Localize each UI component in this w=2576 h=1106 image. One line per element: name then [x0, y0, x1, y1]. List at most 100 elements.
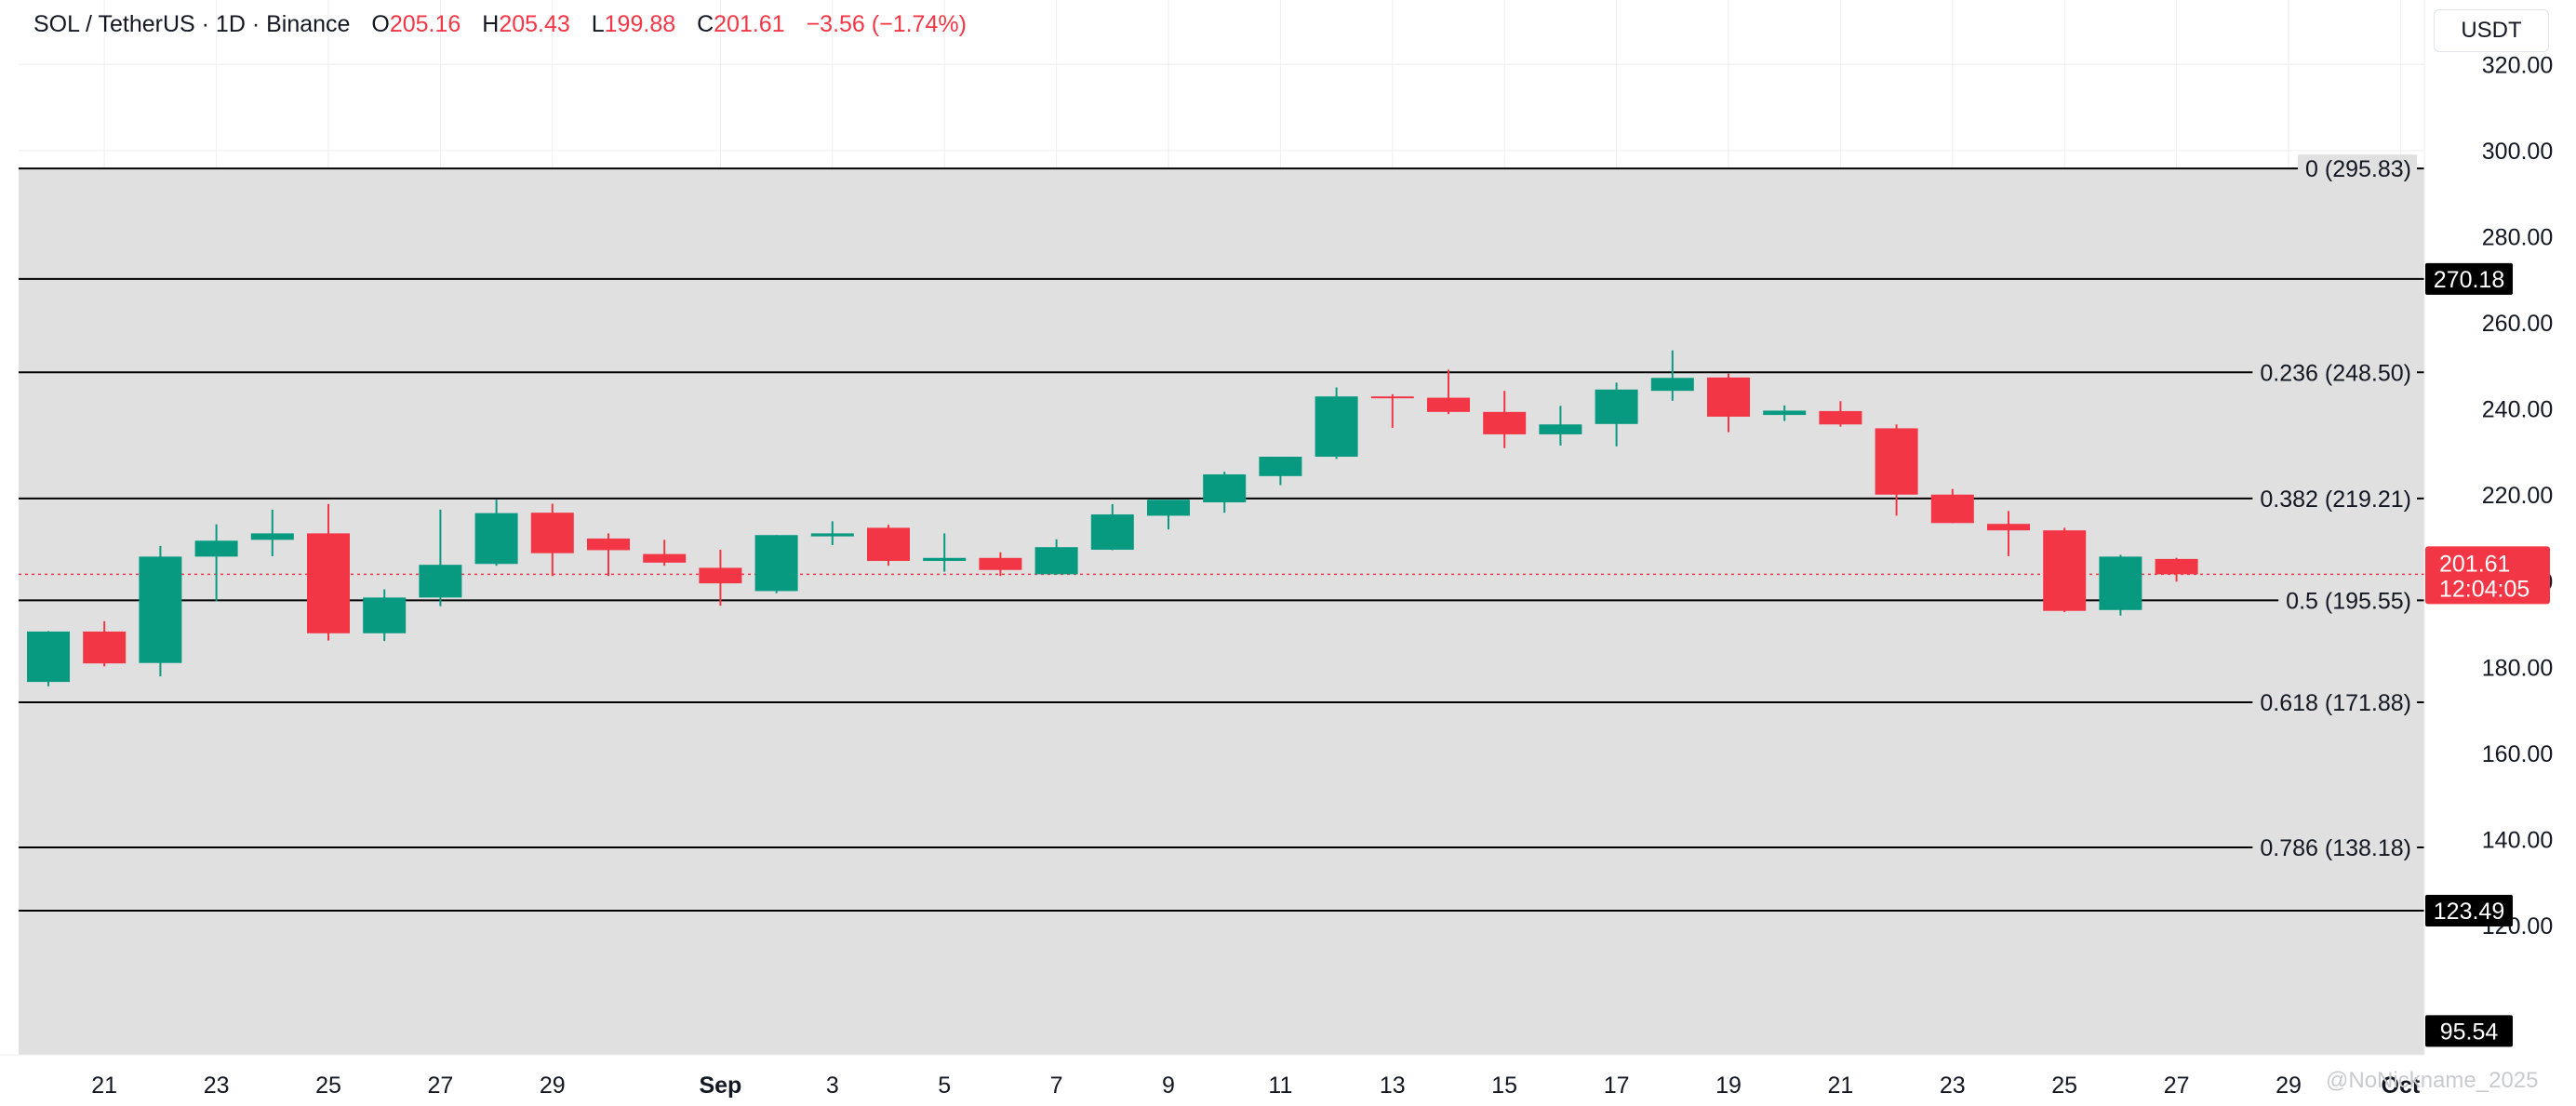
fib-label-0.786: 0.786 (138.18) — [2260, 835, 2411, 861]
candle-body — [1539, 424, 1582, 434]
currency-unit-button[interactable]: USDT — [2434, 9, 2549, 52]
x-tick-label: Oct — [2382, 1073, 2421, 1099]
candle-body — [1595, 389, 1638, 424]
candle[interactable] — [1987, 511, 2030, 556]
x-tick-label: 25 — [315, 1073, 341, 1099]
y-tick-label: 260.00 — [2482, 311, 2553, 337]
time-axis-bg — [0, 1055, 2424, 1106]
x-tick-label: 27 — [2164, 1073, 2190, 1099]
candle[interactable] — [699, 549, 742, 606]
candle[interactable] — [810, 521, 854, 545]
x-tick-label: 13 — [1380, 1073, 1406, 1099]
candle[interactable] — [1595, 382, 1638, 446]
candle[interactable] — [1763, 405, 1807, 421]
fib-band-fill — [19, 168, 2424, 1055]
last-price-value: 201.61 — [2439, 551, 2510, 577]
y-tick-label: 140.00 — [2482, 828, 2553, 854]
candle[interactable] — [923, 533, 967, 572]
symbol-title[interactable]: SOL / TetherUS · 1D · Binance — [33, 11, 351, 37]
candle[interactable] — [419, 509, 462, 606]
candle-body — [1650, 378, 1694, 392]
candle-body — [474, 513, 518, 565]
candle-body — [1203, 473, 1247, 503]
candle[interactable] — [1203, 472, 1247, 513]
candle[interactable] — [307, 503, 350, 641]
candle-body — [1259, 456, 1302, 476]
candle[interactable] — [1707, 373, 1750, 433]
candle-body — [83, 631, 127, 664]
candle-body — [250, 533, 294, 540]
candle[interactable] — [2043, 527, 2087, 613]
last-price-marker-bg — [2425, 546, 2550, 605]
price-axis[interactable]: 120.00140.00160.00180.00200.00220.00240.… — [2423, 0, 2576, 1106]
level-lines: 0 (295.83) 0.236 (248.50) 0.382 (219.21) 0.… — [19, 154, 2424, 912]
candle-body — [139, 556, 182, 663]
candle[interactable] — [1370, 393, 1414, 428]
candle-body — [1370, 396, 1414, 399]
candle[interactable] — [474, 500, 518, 566]
time-axis[interactable]: 21 23 25 27 29 Sep 3 5 7 9 11 13 15 17 19 21 23 25 27 29 Oct — [0, 1054, 2424, 1106]
high-label: H — [482, 11, 500, 37]
candle-body — [1763, 410, 1807, 416]
candle[interactable] — [979, 552, 1022, 577]
low-value: 199.88 — [604, 11, 676, 37]
candle-body — [754, 535, 798, 592]
candle-body — [1707, 377, 1750, 417]
x-tick-label: 21 — [1827, 1073, 1853, 1099]
candle-body — [810, 533, 854, 537]
x-tick-label: Sep — [699, 1073, 741, 1099]
y-tick-label: 180.00 — [2482, 655, 2553, 681]
y-tick-label: 240.00 — [2482, 397, 2553, 423]
candle[interactable] — [1090, 503, 1134, 551]
candles[interactable] — [27, 350, 2198, 686]
candle-body — [643, 553, 687, 563]
candle[interactable] — [1034, 539, 1078, 575]
candle[interactable] — [643, 540, 687, 566]
candle[interactable] — [754, 535, 798, 593]
candle[interactable] — [867, 525, 910, 566]
x-tick-label: 11 — [1268, 1073, 1292, 1099]
price-marker-bg — [2425, 1015, 2513, 1047]
line-price-marker-bg — [2425, 894, 2513, 926]
candle[interactable] — [1539, 406, 1582, 446]
candle[interactable] — [1819, 401, 1862, 427]
watermark: @NoNickname_2025 — [2326, 1068, 2539, 1093]
candle[interactable] — [2155, 557, 2198, 582]
candle[interactable] — [139, 545, 182, 677]
candle[interactable] — [363, 589, 407, 642]
candle-body — [923, 557, 967, 562]
candle-body — [1090, 514, 1134, 550]
change-value: −3.56 (−1.74%) — [806, 11, 967, 37]
candle[interactable] — [1427, 369, 1470, 415]
candle[interactable] — [250, 509, 294, 556]
x-tick-label: 7 — [1050, 1073, 1063, 1099]
candle[interactable] — [1147, 500, 1190, 530]
symbol-header: SOL / TetherUS · 1D · Binance O205.16 H2… — [33, 11, 967, 38]
candle-body — [2043, 530, 2087, 611]
candle[interactable] — [1483, 391, 1527, 448]
candle-body — [530, 513, 574, 553]
x-tick-label: 3 — [826, 1073, 839, 1099]
candle[interactable] — [1650, 350, 1694, 401]
fib-label-0.236: 0.236 (248.50) — [2260, 360, 2411, 386]
candle[interactable] — [1875, 424, 1918, 516]
candle[interactable] — [194, 524, 238, 602]
low-label: L — [591, 11, 605, 37]
candle-body — [194, 540, 238, 557]
candle[interactable] — [1315, 387, 1358, 460]
candle[interactable] — [2099, 554, 2142, 616]
fib-band — [19, 168, 2424, 1055]
candle[interactable] — [83, 620, 127, 667]
open-value: 205.16 — [389, 11, 461, 37]
candle[interactable] — [587, 533, 630, 577]
candle-body — [867, 527, 910, 562]
candle[interactable] — [27, 631, 70, 686]
candle[interactable] — [1259, 456, 1302, 486]
candle-body — [1427, 397, 1470, 412]
fib-label-0: 0 (295.83) — [2305, 156, 2411, 182]
candle[interactable] — [1930, 488, 1974, 524]
fib-label-bg — [2298, 154, 2417, 185]
x-tick-label: 5 — [938, 1073, 951, 1099]
candle[interactable] — [530, 503, 574, 577]
